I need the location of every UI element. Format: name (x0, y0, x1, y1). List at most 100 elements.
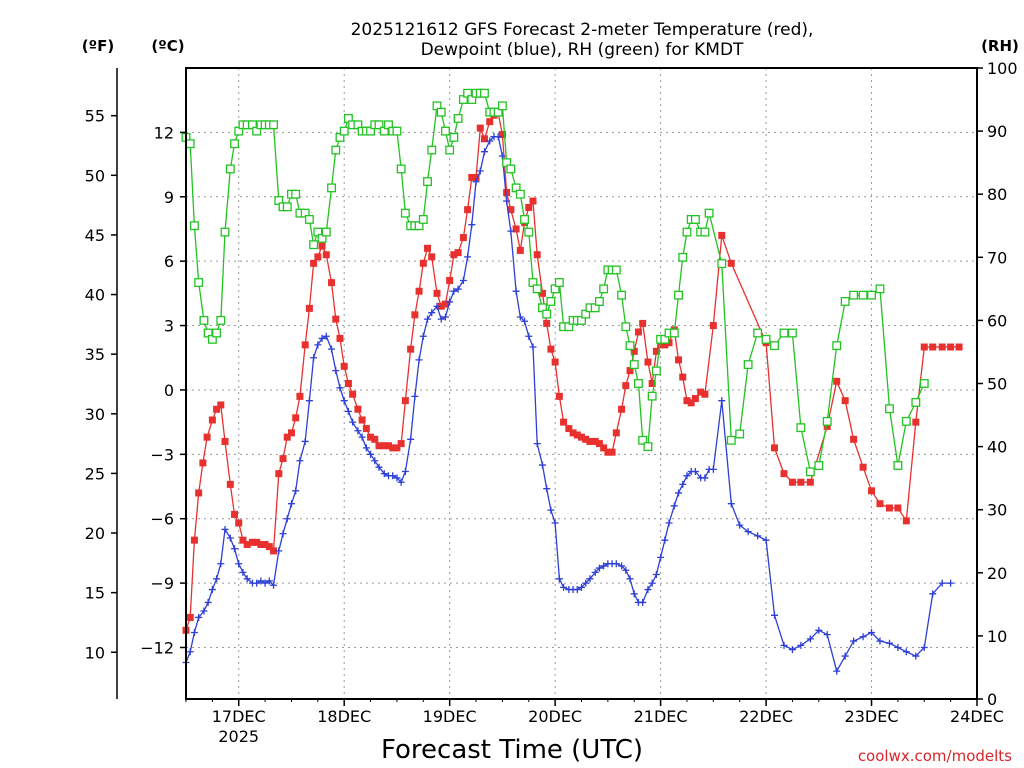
2-meter-temperature-point (600, 444, 608, 452)
dewpoint-point (894, 643, 902, 651)
fahrenheit-tick-label: 45 (85, 226, 105, 245)
dewpoint-point (754, 532, 762, 540)
dewpoint-point (393, 474, 401, 482)
dewpoint-point (358, 433, 366, 441)
2-meter-temperature-point (806, 478, 814, 486)
x-tick-label: 19DEC (423, 707, 477, 726)
dewpoint-point (332, 367, 340, 375)
dewpoint-point (424, 315, 432, 323)
2-meter-temperature-point (652, 347, 660, 355)
2-meter-temperature-point (573, 431, 581, 439)
2-meter-temperature-point (947, 343, 955, 351)
celsius-tick-label: 9 (164, 188, 174, 207)
x-tick-label: 22DEC (739, 707, 793, 726)
dewpoint-point (691, 467, 699, 475)
rh-point (331, 145, 341, 155)
2-meter-temperature-point (476, 124, 484, 132)
celsius-tick-label: 12 (154, 123, 174, 142)
rh-point (832, 341, 842, 351)
labels: 2025121612 GFS Forecast 2-meter Temperat… (82, 20, 1019, 765)
dewpoint-point (521, 317, 529, 325)
rh-point (594, 297, 604, 306)
2-meter-temperature-point (533, 251, 541, 259)
dewpoint-point (744, 528, 752, 536)
x-tick-label: 24DEC (950, 707, 1004, 726)
x-tick-label: 21DEC (634, 707, 688, 726)
2-meter-temperature-point (393, 444, 401, 452)
fahrenheit-tick-label: 25 (85, 464, 105, 483)
rh-point (867, 290, 876, 300)
dewpoint-point (547, 506, 555, 514)
dewpoint-point (582, 579, 590, 587)
dewpoint-point (644, 586, 652, 594)
2-meter-temperature-point (464, 206, 472, 214)
fahrenheit-tick-label: 10 (85, 643, 105, 662)
dewpoint-point (279, 530, 287, 538)
2-meter-temperature-point (362, 425, 370, 433)
dewpoint-point (446, 298, 454, 306)
2-meter-temperature-point (595, 440, 603, 448)
dewpoint-point (841, 652, 849, 660)
rh-point (392, 126, 402, 136)
2-meter-temperature-point (547, 345, 555, 353)
dewpoint-point (683, 472, 691, 480)
2-meter-temperature-point (859, 463, 867, 471)
2-meter-temperature-point (644, 358, 652, 366)
2-meter-temperature-point (217, 401, 225, 409)
dewpoint-point (806, 635, 814, 643)
2-meter-temperature-point (894, 504, 902, 512)
2-meter-temperature-point (279, 455, 287, 463)
dewpoint-point (437, 315, 445, 323)
rh-point (423, 177, 432, 187)
2-meter-temperature-point (868, 487, 876, 495)
2-meter-temperature-point (371, 435, 379, 443)
2-meter-temperature-point (582, 435, 590, 443)
fahrenheit-tick-label: 40 (85, 286, 105, 305)
dewpoint-point (314, 341, 322, 349)
rh-point (524, 227, 534, 237)
rh-point (822, 416, 832, 426)
dewpoint-point (529, 343, 537, 351)
dewpoint-point (494, 133, 502, 141)
rh-point (497, 101, 507, 111)
rh-point (638, 435, 648, 445)
rh-point (805, 467, 815, 477)
credit-label: coolwx.com/modelts (858, 747, 1012, 765)
dewpoint-point (375, 463, 383, 471)
2-meter-temperature-point (560, 418, 568, 426)
2-meter-temperature-point (459, 234, 467, 242)
dewpoint-point (253, 579, 261, 587)
rh-point (225, 164, 235, 174)
dewpoint-point (612, 560, 620, 568)
dewpoint-point (231, 545, 239, 553)
celsius-tick-label: −9 (150, 574, 174, 593)
fahrenheit-tick-label: 55 (85, 107, 105, 126)
rh-point (814, 461, 824, 470)
dewpoint-point (265, 577, 273, 585)
dewpoint-point (736, 521, 744, 529)
dewpoint-point (472, 178, 480, 186)
dewpoint-point (200, 607, 208, 615)
2-meter-temperature-point (687, 399, 695, 407)
rh-point (396, 164, 406, 174)
dewpoint-point (239, 568, 247, 576)
2-meter-temperature-point (275, 470, 283, 478)
dewpoint-point (788, 646, 796, 654)
fahrenheit-tick-label: 15 (85, 584, 105, 603)
dewpoint-point (657, 553, 665, 561)
dewpoint-point (920, 643, 928, 651)
dewpoint-point (670, 502, 678, 510)
dewpoint-point (833, 667, 841, 675)
rh-point (617, 290, 627, 300)
dewpoint-point (885, 639, 893, 647)
rh-point (669, 328, 679, 338)
2-meter-temperature-point (415, 287, 423, 295)
2-meter-temperature-point (322, 251, 330, 259)
dewpoint-point (543, 485, 551, 493)
celsius-unit-label: (ºC) (151, 37, 184, 55)
rh-point (611, 265, 621, 275)
2-meter-temperature-point (253, 538, 261, 546)
rh-point (212, 328, 222, 338)
2-meter-temperature-point (310, 259, 318, 267)
